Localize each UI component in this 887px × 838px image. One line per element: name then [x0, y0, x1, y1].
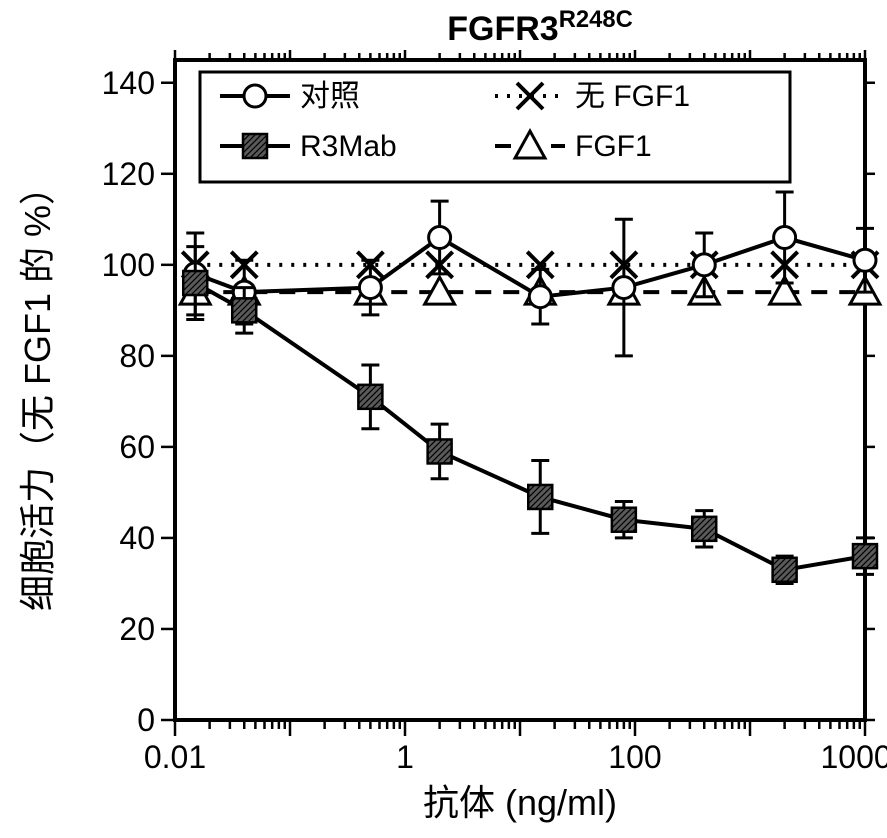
marker-circle: [244, 85, 266, 107]
chart-svg: FGFR3R248C 0 20 40 60 80 100 120 140 0.01 1 100 100…: [0, 0, 887, 838]
legend-label: FGF1: [575, 130, 652, 163]
marker-circle: [359, 277, 381, 299]
y-tick-label: 80: [119, 338, 155, 374]
series-line: [195, 283, 865, 570]
legend-label: 无 FGF1: [575, 80, 690, 113]
y-tick-label: 140: [102, 65, 155, 101]
marker-square: [183, 271, 207, 295]
y-tick-label: 20: [119, 611, 155, 647]
marker-square: [528, 485, 552, 509]
marker-square: [853, 544, 877, 568]
x-tick-label: 10000: [821, 739, 887, 775]
y-tick-label: 40: [119, 520, 155, 556]
chart-container: FGFR3R248C 0 20 40 60 80 100 120 140 0.01 1 100 100…: [0, 0, 887, 838]
y-axis-label: 细胞活力（无 FGF1 的 %）: [17, 169, 58, 611]
legend-label: 对照: [300, 80, 360, 113]
marker-square: [773, 558, 797, 582]
legend-box: [200, 72, 790, 182]
x-tick-label: 1: [396, 739, 414, 775]
x-tick-label: 100: [608, 739, 661, 775]
marker-circle: [854, 249, 876, 271]
chart-title: FGFR3R248C: [447, 6, 633, 49]
chart-title-text: FGFR3R248C: [447, 6, 633, 49]
marker-square: [428, 439, 452, 463]
x-axis-label: 抗体 (ng/ml): [423, 782, 617, 823]
marker-square: [232, 298, 256, 322]
marker-square: [692, 517, 716, 541]
marker-square: [358, 385, 382, 409]
marker-circle: [613, 277, 635, 299]
y-tick-label: 0: [137, 702, 155, 738]
marker-circle: [774, 227, 796, 249]
y-tick-label: 60: [119, 429, 155, 465]
marker-circle: [429, 227, 451, 249]
legend-label: R3Mab: [300, 130, 397, 163]
marker-square: [612, 508, 636, 532]
series-nofgf1: [182, 252, 878, 278]
x-tick-label: 0.01: [144, 739, 206, 775]
marker-circle: [529, 286, 551, 308]
series-line: [195, 238, 865, 297]
marker-square: [243, 134, 267, 158]
y-tick-label: 100: [102, 247, 155, 283]
y-tick-label: 120: [102, 156, 155, 192]
marker-circle: [693, 254, 715, 276]
